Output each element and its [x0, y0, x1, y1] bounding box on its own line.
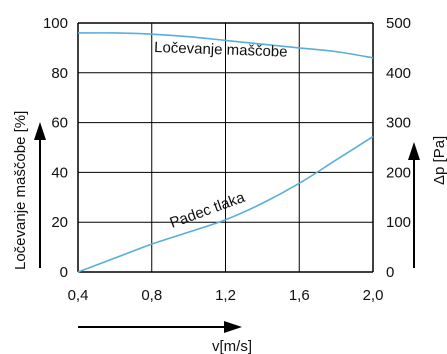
x-tick-label: 0,4	[68, 287, 89, 304]
left-axis-title-group: Ločevanje maščobe [%]	[12, 111, 46, 270]
left-axis-arrow-head	[34, 122, 46, 140]
series-label-locevanje: Ločevanje maščobe	[154, 39, 288, 61]
x-tick-label: 1,2	[215, 287, 236, 304]
y-left-tick-label: 60	[51, 115, 68, 132]
left-axis-title: Ločevanje maščobe [%]	[12, 111, 29, 270]
x-axis-title-group: v[m/s]	[78, 321, 252, 354]
y-right-tick-label: 300	[386, 115, 411, 132]
x-axis-arrow-head	[224, 321, 242, 333]
y-left-tick-label: 20	[51, 214, 68, 231]
y-right-tick-label: 400	[386, 65, 411, 82]
y-left-tick-label: 80	[51, 65, 68, 82]
y-right-tick-label: 100	[386, 214, 411, 231]
grid	[77, 22, 374, 273]
series-line-padec-tlaka	[77, 135, 374, 273]
right-axis-arrow-head	[408, 142, 420, 160]
y-right-tick-label: 200	[386, 164, 411, 181]
x-axis-title: v[m/s]	[212, 338, 252, 354]
y-right-tick-label: 500	[386, 15, 411, 32]
y-right-tick-label: 0	[386, 264, 394, 281]
y-left-tick-label: 40	[51, 164, 68, 181]
right-axis-title-group: Δp [Pa]	[408, 136, 447, 268]
y-left-tick-label: 0	[60, 264, 68, 281]
x-tick-label: 0,8	[141, 287, 162, 304]
x-tick-label: 1,6	[289, 287, 310, 304]
y-left-tick-label: 100	[43, 15, 68, 32]
right-axis-title: Δp [Pa]	[431, 136, 447, 185]
series-line-locevanje	[77, 32, 374, 59]
tick-labels: 0 20 40 60 80 100 0 100 200 300 400 500 0,4 0,8 1,2 1,6…	[43, 15, 411, 304]
x-tick-label: 2,0	[363, 287, 384, 304]
